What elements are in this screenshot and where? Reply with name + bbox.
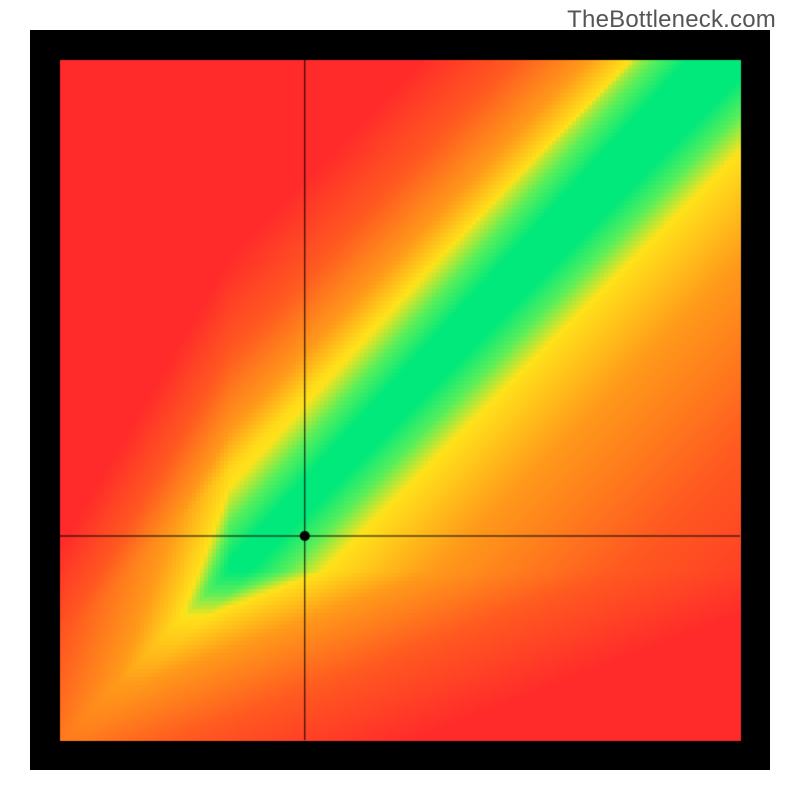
bottleneck-heatmap <box>30 30 770 770</box>
watermark-text: TheBottleneck.com <box>567 6 776 34</box>
heatmap-outer-frame <box>30 30 770 770</box>
